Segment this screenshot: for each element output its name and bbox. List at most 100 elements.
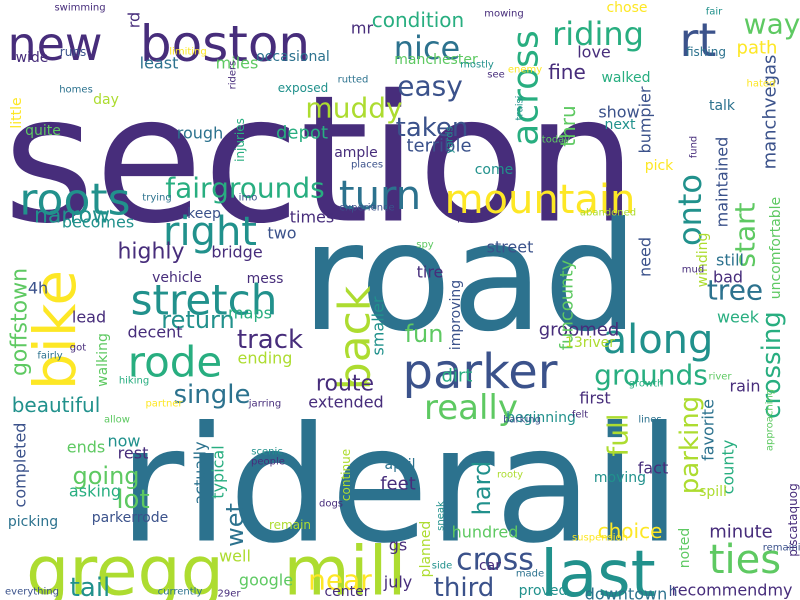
word-terrible: terrible <box>406 136 471 157</box>
word-decent: decent <box>127 323 182 342</box>
word-fair: fair <box>706 7 723 18</box>
word-bad: bad <box>713 268 743 287</box>
word-maps: maps <box>228 304 272 323</box>
word-jarring: jarring <box>248 399 281 410</box>
word-chose: chose <box>606 0 647 16</box>
word-start: start <box>729 202 762 267</box>
word-wet: wet <box>221 503 249 547</box>
word-wide: wide <box>16 50 49 66</box>
word-first: first <box>579 389 610 408</box>
word-google: google <box>239 571 293 590</box>
word-goffstown: goffstown <box>8 268 33 376</box>
word-continue: continue <box>339 449 353 501</box>
word-fact: fact <box>638 459 669 478</box>
word-bridge: bridge <box>211 243 262 262</box>
word-runs: runs <box>60 45 86 59</box>
word-fun: fun <box>405 320 444 348</box>
word-last: last <box>540 538 655 600</box>
word-now: now <box>107 432 140 451</box>
word-actually: actually <box>191 441 210 504</box>
word-week: week <box>717 308 760 327</box>
word-thru: thru <box>556 105 580 146</box>
word-back: back <box>330 285 381 390</box>
word-mountain: mountain <box>445 177 636 223</box>
word-rt: rt <box>680 13 717 67</box>
word-funcounty: funcounty <box>557 259 578 350</box>
word-limiting: limiting <box>169 47 206 58</box>
word-manchester: manchester <box>394 52 478 68</box>
word-mostly: mostly <box>460 60 494 71</box>
word-least: least <box>140 54 179 73</box>
word-walked: walked <box>601 70 650 86</box>
word-little: little <box>9 97 25 128</box>
word-fine: fine <box>548 60 586 84</box>
word-swimming: swimming <box>54 3 105 14</box>
word-show: show <box>598 103 639 122</box>
word-center: center <box>324 584 369 600</box>
word-right: right <box>163 209 257 255</box>
word-sneak: sneak <box>436 501 447 531</box>
word-approaching: approaching <box>765 389 776 451</box>
word-along: along <box>603 317 714 363</box>
word-across: across <box>506 30 547 145</box>
word-occasional: occasional <box>256 49 330 65</box>
word-well: well <box>219 547 251 566</box>
word-rode: rode <box>128 338 223 387</box>
word-turn: turn <box>339 173 421 219</box>
word-boston: boston <box>140 15 310 73</box>
word-way: way <box>744 8 800 41</box>
word-completed: completed <box>11 423 30 508</box>
word-fishing: fishing <box>686 45 726 59</box>
word-13river: 13river <box>565 335 615 351</box>
word-times: times <box>290 208 334 227</box>
word-dogs: dogs <box>319 499 343 510</box>
word-day: day <box>93 92 119 108</box>
word-full: full <box>602 413 635 456</box>
word-next: next <box>604 117 636 133</box>
word-tree: tree <box>707 274 763 307</box>
word-keep: keep <box>187 206 221 222</box>
word-riding: riding <box>552 15 644 53</box>
word-going: going <box>72 462 139 490</box>
word-river: river <box>708 372 732 383</box>
word-rutted: rutted <box>338 75 369 86</box>
word-really: really <box>424 388 518 428</box>
word-groomed: groomed <box>539 320 620 341</box>
word-spy: spy <box>416 240 434 251</box>
word-proved: proved <box>519 583 568 599</box>
word-places: places <box>351 160 383 171</box>
word-fairgrounds: fairgrounds <box>165 172 324 205</box>
word-ending: ending <box>238 349 293 368</box>
word-roots: roots <box>19 175 130 226</box>
word-july: july <box>383 573 413 592</box>
word-mowing: mowing <box>484 9 524 20</box>
word-imo: imo <box>239 193 258 204</box>
word-walking: walking <box>95 333 111 387</box>
word-county: county <box>719 440 738 495</box>
word-downtown: downtown <box>585 585 667 600</box>
word-gs: gs <box>389 536 408 555</box>
word-rain: rain <box>730 377 761 396</box>
word-cross: cross <box>456 543 534 578</box>
word-bumpier: bumpier <box>636 86 655 153</box>
word-pick: pick <box>645 158 674 174</box>
word-today: today <box>542 135 571 146</box>
word-taken: taken <box>396 113 469 143</box>
word-narrow: narrow <box>34 204 110 229</box>
word-depot: depot <box>276 123 328 144</box>
word-growth: growth <box>629 379 664 390</box>
word-grounds: grounds <box>594 359 708 392</box>
word-hiking: hiking <box>119 376 149 387</box>
word-parking: parking <box>675 396 705 494</box>
word-fund: fund <box>689 136 700 159</box>
word-ample: ample <box>334 145 378 161</box>
word-mess: mess <box>247 271 284 287</box>
word-yards: yards <box>445 126 456 154</box>
word-tail: tail <box>70 573 111 600</box>
word-recommendmy: recommendmy <box>671 581 792 600</box>
word-scenic: scenic <box>251 447 282 458</box>
word-trying: trying <box>142 193 171 204</box>
word-tire: tire <box>417 263 444 282</box>
word-beautiful: beautiful <box>12 393 101 417</box>
